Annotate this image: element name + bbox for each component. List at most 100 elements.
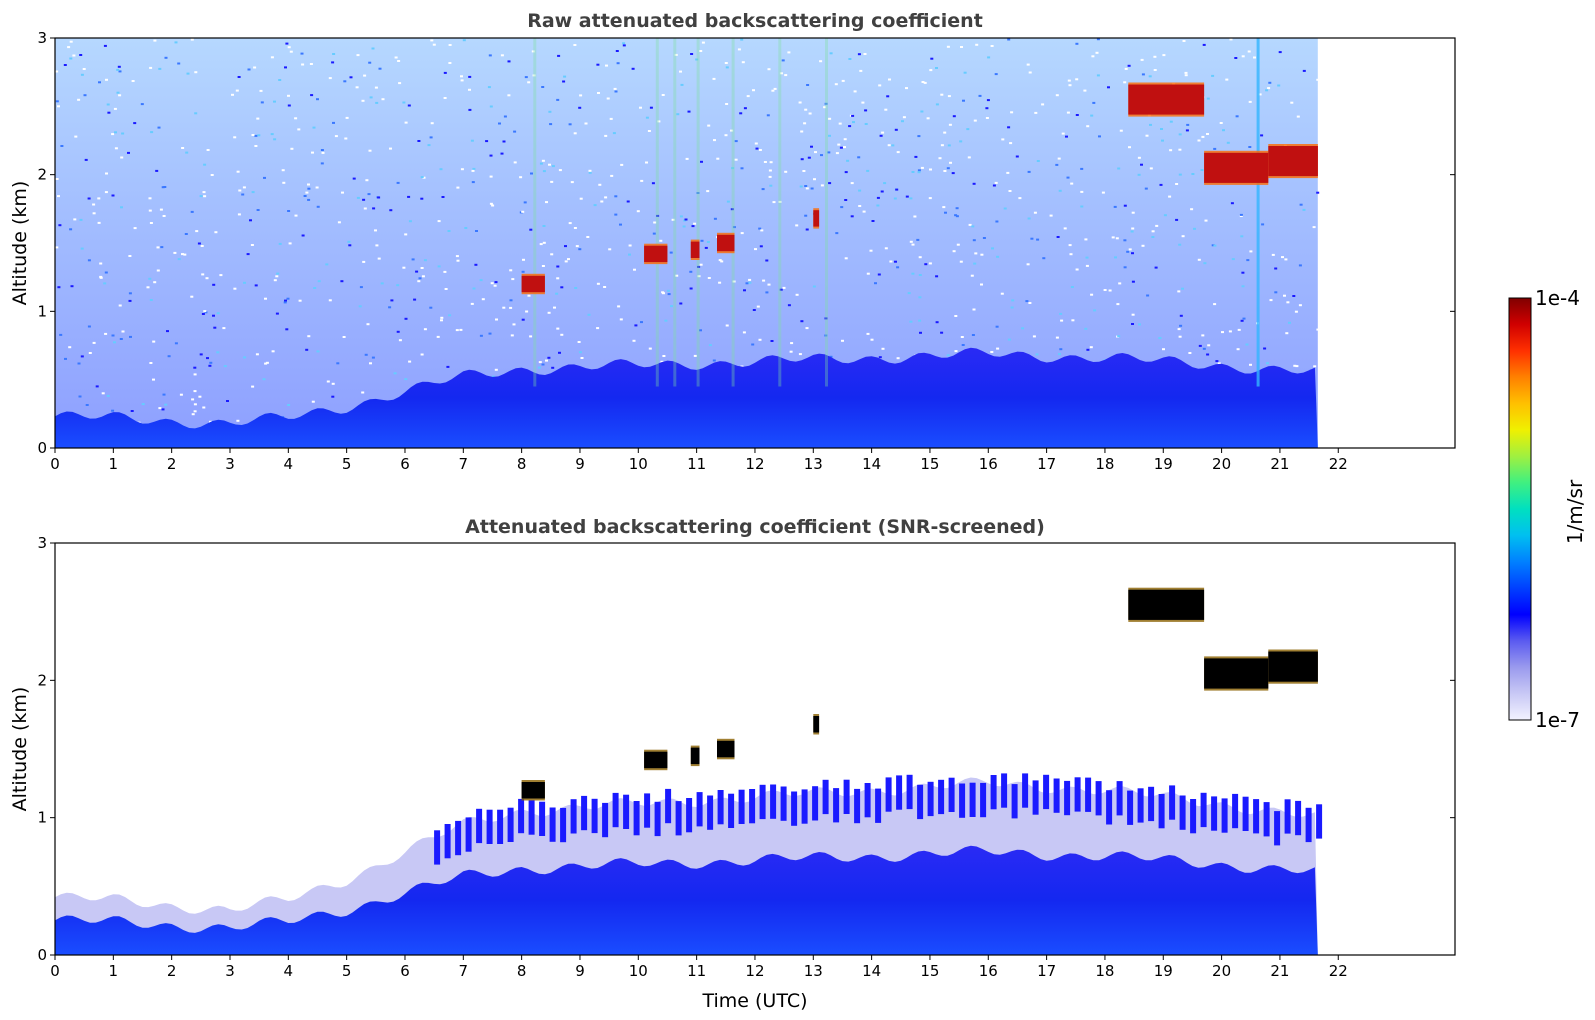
- noise-speck: [1093, 309, 1097, 312]
- noise-speck: [164, 56, 168, 59]
- noise-speck: [1113, 205, 1117, 208]
- noise-speck: [1068, 84, 1072, 87]
- noise-speck: [1131, 211, 1135, 214]
- noise-speck: [1130, 230, 1134, 233]
- noise-speck: [1221, 331, 1224, 334]
- noise-speck: [190, 210, 194, 213]
- noise-speck: [661, 291, 665, 294]
- noise-speck: [556, 277, 560, 280]
- layer-fringe-cell: [927, 781, 934, 817]
- noise-speck: [1123, 266, 1127, 269]
- noise-speck: [560, 333, 564, 336]
- noise-speck: [364, 353, 368, 356]
- noise-speck: [1090, 114, 1094, 117]
- noise-speck: [1090, 293, 1094, 296]
- noise-speck: [972, 182, 976, 185]
- layer-fringe-cell: [476, 808, 483, 844]
- noise-speck: [131, 80, 135, 82]
- noise-speck: [961, 344, 965, 346]
- noise-speck: [763, 161, 767, 163]
- noise-speck: [864, 109, 868, 112]
- noise-speck: [1058, 189, 1062, 192]
- noise-speck: [878, 84, 882, 87]
- layer-fringe-cell: [791, 791, 798, 826]
- noise-speck: [807, 156, 811, 159]
- noise-speck: [690, 53, 694, 55]
- noise-speck: [284, 66, 287, 69]
- noise-speck: [578, 351, 582, 354]
- noise-speck: [161, 408, 165, 411]
- noise-speck: [487, 86, 491, 89]
- noise-speck: [162, 393, 166, 396]
- layer-fringe-cell: [654, 801, 661, 837]
- noise-speck: [889, 260, 893, 263]
- noise-speck: [919, 331, 922, 334]
- noise-speck: [521, 318, 525, 321]
- layer-fringe-cell: [696, 792, 703, 827]
- noise-speck: [947, 144, 951, 147]
- noise-speck: [251, 191, 255, 194]
- noise-speck: [87, 197, 91, 200]
- layer-fringe-cell: [717, 790, 724, 825]
- noise-speck: [472, 287, 476, 290]
- screened-boundary-layer: [55, 845, 1318, 955]
- cloud-layer: [690, 747, 700, 765]
- noise-speck: [838, 122, 842, 125]
- noise-speck: [1123, 239, 1127, 242]
- noise-speck: [740, 167, 744, 170]
- noise-speck: [263, 176, 266, 179]
- noise-speck: [281, 169, 285, 172]
- noise-speck: [287, 94, 290, 97]
- noise-speck: [184, 233, 188, 235]
- noise-speck: [238, 189, 242, 192]
- noise-speck: [556, 98, 560, 101]
- noise-speck: [1070, 286, 1074, 288]
- noise-speck: [943, 131, 947, 134]
- noise-speck: [503, 115, 507, 118]
- noise-speck: [708, 344, 712, 347]
- noise-speck: [608, 248, 612, 251]
- noise-speck: [1000, 292, 1004, 295]
- noise-speck: [156, 269, 160, 272]
- noise-speck: [522, 258, 525, 261]
- layer-fringe-cell: [948, 777, 955, 812]
- noise-speck: [656, 214, 660, 217]
- noise-speck: [851, 114, 855, 117]
- noise-speck: [420, 267, 424, 269]
- noise-speck: [193, 373, 197, 376]
- noise-speck: [954, 315, 958, 317]
- noise-speck: [374, 86, 378, 89]
- noise-speck: [1184, 74, 1188, 77]
- noise-speck: [202, 191, 206, 194]
- layer-fringe-cell: [539, 801, 546, 836]
- noise-speck: [470, 302, 474, 305]
- x-tick-label: 12: [745, 962, 764, 980]
- noise-speck: [862, 210, 866, 213]
- noise-speck: [164, 403, 168, 406]
- noise-speck: [948, 123, 952, 126]
- noise-speck: [276, 272, 280, 275]
- noise-speck: [103, 282, 107, 285]
- noise-speck: [1009, 142, 1013, 145]
- noise-speck: [1056, 236, 1060, 238]
- noise-speck: [332, 53, 336, 55]
- noise-speck: [844, 171, 848, 174]
- noise-speck: [769, 184, 773, 187]
- noise-speck: [986, 99, 990, 102]
- noise-speck: [994, 73, 998, 76]
- noise-speck: [1063, 227, 1067, 230]
- noise-speck: [264, 362, 268, 365]
- noise-speck: [226, 400, 229, 402]
- noise-speck: [146, 286, 150, 289]
- noise-speck: [489, 202, 493, 205]
- noise-speck: [446, 365, 450, 368]
- colorbar-unit-label: 1/m/sr: [1563, 479, 1587, 544]
- noise-speck: [394, 56, 398, 59]
- noise-speck: [713, 139, 716, 142]
- noise-speck: [490, 282, 494, 285]
- noise-speck: [876, 204, 880, 207]
- noise-speck: [349, 76, 353, 79]
- noise-speck: [273, 100, 276, 103]
- noise-speck: [1299, 203, 1303, 206]
